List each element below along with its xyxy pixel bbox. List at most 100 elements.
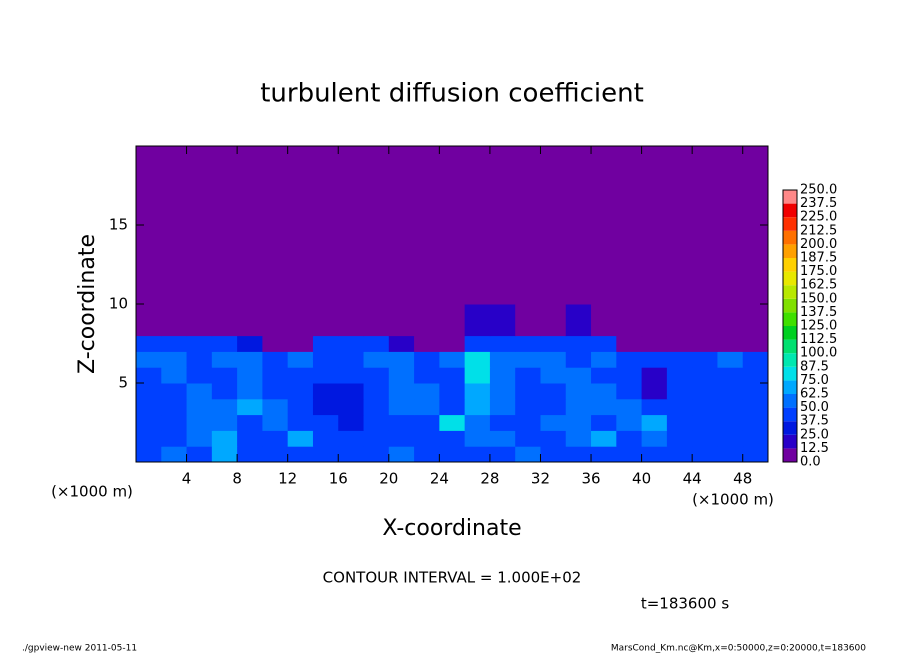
heat-cell — [565, 335, 592, 352]
heat-cell — [464, 446, 491, 463]
heat-cell — [591, 383, 617, 400]
colorbar-label: 212.5 — [800, 223, 837, 238]
heat-cell — [312, 414, 339, 431]
heat-cell — [692, 351, 718, 368]
heat-cell — [616, 146, 643, 305]
heat-cell — [666, 304, 693, 337]
heat-cell — [237, 304, 263, 337]
heat-cell — [540, 398, 567, 416]
heat-cell — [616, 335, 643, 352]
heat-cell — [414, 414, 440, 431]
heat-cell — [186, 351, 213, 368]
heat-cell — [262, 383, 289, 400]
heat-cell — [692, 383, 718, 400]
x-tick-label: 12 — [278, 470, 297, 488]
heat-cell — [540, 351, 567, 368]
heat-cell — [136, 430, 162, 447]
heat-cell — [717, 398, 744, 416]
heat-cell — [414, 383, 440, 400]
heat-cell — [161, 367, 188, 384]
heat-cell — [464, 304, 491, 337]
heat-cell — [262, 304, 289, 337]
heat-cell — [515, 414, 541, 431]
heat-cell — [312, 398, 339, 416]
heat-cell — [136, 446, 162, 463]
colorbar-box — [783, 258, 797, 272]
heat-cell — [616, 430, 643, 447]
heat-cell — [388, 351, 415, 368]
heat-cell — [742, 383, 769, 400]
heat-cell — [338, 351, 365, 368]
heat-cell — [515, 367, 541, 384]
heat-cell — [591, 414, 617, 431]
heat-cell — [338, 398, 365, 416]
colorbar-label: 225.0 — [800, 210, 837, 225]
heat-cell — [616, 304, 643, 337]
heat-cell — [641, 304, 668, 337]
colorbar-label: 0.0 — [800, 455, 821, 470]
heat-cell — [540, 430, 567, 447]
heat-cell — [388, 446, 415, 463]
heat-cell — [489, 383, 516, 400]
heat-cell — [515, 146, 541, 305]
colorbar-label: 187.5 — [800, 251, 837, 266]
heat-cell — [515, 351, 541, 368]
heat-cell — [489, 351, 516, 368]
heat-cell — [591, 446, 617, 463]
colorbar-label: 175.0 — [800, 264, 837, 279]
heat-cell — [717, 414, 744, 431]
heat-cell — [742, 430, 769, 447]
heat-cell — [742, 446, 769, 463]
heat-cell — [717, 383, 744, 400]
heat-cell — [262, 146, 289, 305]
heat-cell — [363, 430, 390, 447]
heat-cell — [742, 367, 769, 384]
heat-cell — [363, 383, 390, 400]
heat-cell — [136, 398, 162, 416]
heat-cell — [742, 351, 769, 368]
heat-cell — [414, 335, 440, 352]
heat-cell — [388, 398, 415, 416]
contour-note: CONTOUR INTERVAL = 1.000E+02 — [323, 569, 582, 587]
colorbar-label: 50.0 — [800, 400, 829, 415]
heat-cell — [717, 146, 744, 305]
heat-cell — [515, 304, 541, 337]
heat-cell — [439, 414, 466, 431]
heat-cell — [262, 335, 289, 352]
colorbar-box — [783, 326, 797, 340]
heat-cell — [161, 383, 188, 400]
heat-cell — [666, 367, 693, 384]
colorbar-box — [783, 366, 797, 381]
colorbar-label: 62.5 — [800, 387, 829, 402]
colorbar-box — [783, 230, 797, 245]
heat-cell — [414, 430, 440, 447]
heat-cell — [692, 304, 718, 337]
heat-cell — [312, 146, 339, 305]
y-unit-label: (×1000 m) — [51, 483, 133, 501]
heat-cell — [565, 146, 592, 305]
heat-cell — [237, 414, 263, 431]
x-tick-label: 36 — [581, 470, 600, 488]
heat-cell — [666, 383, 693, 400]
y-tick-label: 10 — [109, 295, 128, 313]
heat-cell — [565, 398, 592, 416]
heat-cell — [262, 351, 289, 368]
heat-cell — [439, 430, 466, 447]
colorbar-box — [783, 298, 797, 313]
colorbar-box — [783, 421, 797, 435]
heat-cell — [287, 351, 314, 368]
colorbar-label: 37.5 — [800, 414, 829, 429]
heat-cell — [666, 398, 693, 416]
heat-cell — [414, 367, 440, 384]
heat-cell — [515, 383, 541, 400]
heat-cell — [414, 146, 440, 305]
colorbar-label: 75.0 — [800, 373, 829, 388]
colorbar-label: 200.0 — [800, 237, 837, 252]
colorbar-label: 112.5 — [800, 332, 837, 347]
x-tick-label: 48 — [733, 470, 752, 488]
heat-cell — [262, 398, 289, 416]
heat-cell — [161, 351, 188, 368]
y-tick-label: 15 — [109, 216, 128, 234]
heat-cell — [717, 304, 744, 337]
heat-cell — [717, 335, 744, 352]
